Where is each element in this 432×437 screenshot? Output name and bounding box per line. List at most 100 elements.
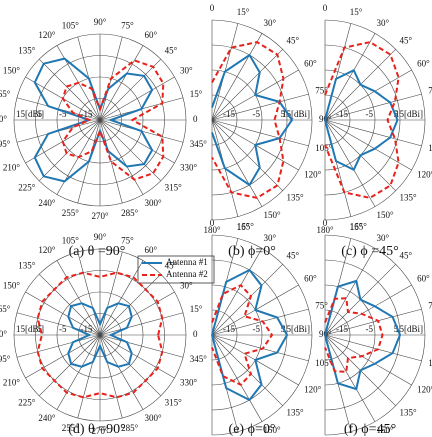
r-tick-label: -5 (253, 324, 261, 334)
grid-spoke (211, 119, 283, 191)
theta-tick-label: 60° (145, 245, 158, 255)
theta-tick-label: 180° (0, 114, 7, 124)
theta-tick-label: 285° (121, 208, 138, 218)
pattern-line (211, 283, 274, 387)
pattern-line (211, 268, 289, 402)
grid-spoke (211, 334, 283, 406)
theta-tick-label: 0 (210, 218, 215, 228)
theta-tick-label: 45° (165, 260, 178, 270)
r-tick-label: -5 (253, 109, 261, 119)
grid-spoke (99, 291, 175, 336)
theta-tick-label: 30° (180, 281, 193, 291)
theta-tick-label: 45° (286, 251, 299, 261)
grid-spoke (99, 58, 162, 121)
theta-tick-label: 60° (304, 274, 317, 284)
grid-spoke (38, 58, 101, 121)
legend-box (137, 255, 215, 284)
grid-spoke (211, 119, 309, 147)
grid-spoke (99, 312, 184, 336)
theta-tick-label: 30° (264, 233, 277, 243)
grid-spoke (99, 76, 175, 121)
r-tick-label: 15[dBi] (395, 324, 423, 334)
grid-spoke (99, 334, 144, 410)
theta-tick-label: 120° (38, 245, 56, 255)
r-tick-label: -5 (59, 109, 67, 119)
theta-tick-label: 300° (145, 198, 163, 208)
theta-tick-label: 150° (264, 425, 282, 435)
r-tick-label: 5 (394, 324, 399, 334)
r-tick-label: -5 (366, 109, 374, 119)
theta-tick-label: 120° (38, 30, 56, 40)
grid-spoke (324, 119, 412, 171)
theta-tick-label: 180° (203, 225, 221, 235)
r-tick-label: -5 (366, 324, 374, 334)
theta-tick-label: 270° (91, 211, 109, 221)
grid-spoke (324, 248, 376, 336)
grid-spoke (99, 260, 144, 336)
theta-tick-label: 345° (190, 139, 208, 149)
theta-tick-label: 60° (145, 30, 158, 40)
grid-spoke (99, 334, 162, 397)
grid-spoke (99, 273, 162, 336)
theta-tick-label: 45° (286, 36, 299, 46)
caption: (f) ϕ=45° (344, 422, 396, 437)
theta-tick-label: 150° (377, 210, 395, 220)
theta-tick-label: 105° (315, 143, 333, 153)
theta-tick-label: 30° (377, 233, 390, 243)
grid-spoke (99, 251, 123, 336)
theta-tick-label: 90° (94, 17, 107, 27)
grid-spoke (324, 33, 376, 121)
grid-spoke (38, 273, 101, 336)
grid-spoke (16, 312, 101, 336)
theta-tick-label: 75° (315, 85, 328, 95)
r-tick-label: 15[dBi] (16, 109, 44, 119)
r-tick-label: 15[dBi] (16, 324, 44, 334)
theta-tick-label: 135° (18, 260, 36, 270)
theta-tick-label: 150° (377, 425, 395, 435)
theta-tick-label: 15° (190, 304, 203, 314)
grid-spoke (99, 334, 184, 358)
theta-tick-label: 240° (38, 198, 56, 208)
grid-spoke (211, 119, 263, 207)
r-tick-label: 5 (38, 109, 43, 119)
theta-tick-label: 0 (323, 3, 328, 13)
grid-spoke (324, 119, 422, 147)
grid-spoke (38, 119, 101, 182)
theta-tick-label: 0 (210, 3, 215, 13)
grid-spoke (324, 69, 412, 121)
theta-tick-label: 165° (237, 221, 255, 231)
theta-tick-label: 195° (0, 139, 11, 149)
legend-label: Antenna #1 (166, 257, 208, 267)
grid-spoke (99, 119, 175, 164)
grid-spoke (211, 248, 263, 336)
theta-tick-label: 180° (316, 225, 334, 235)
pattern-line (61, 59, 165, 181)
theta-tick-label: 330° (180, 378, 198, 388)
grid-spoke (211, 334, 263, 422)
theta-tick-label: 105° (428, 143, 432, 153)
r-tick-label: 15[dBi] (282, 324, 310, 334)
grid-spoke (211, 93, 309, 121)
theta-tick-label: 60° (417, 274, 430, 284)
theta-tick-label: 105° (62, 20, 80, 30)
theta-tick-label: 210° (3, 378, 21, 388)
r-tick-label: 5 (281, 109, 286, 119)
theta-tick-label: 120° (417, 385, 432, 395)
grid-spoke (77, 251, 101, 336)
theta-tick-label: 135° (286, 408, 304, 418)
theta-tick-label: 15° (350, 222, 363, 232)
caption: (b) ϕ=0° (228, 244, 276, 259)
pattern-line (67, 302, 133, 368)
theta-tick-label: 75° (121, 20, 134, 30)
theta-tick-label: 90° (94, 232, 107, 242)
theta-tick-label: 0 (323, 218, 328, 228)
theta-tick-label: 15° (237, 222, 250, 232)
r-tick-label: -15 (223, 109, 235, 119)
theta-tick-label: 75° (315, 300, 328, 310)
theta-tick-label: 60° (417, 59, 430, 69)
theta-tick-label: 150° (3, 281, 21, 291)
grid-spoke (99, 119, 123, 204)
grid-spoke (211, 334, 309, 362)
grid-spoke (25, 334, 101, 379)
